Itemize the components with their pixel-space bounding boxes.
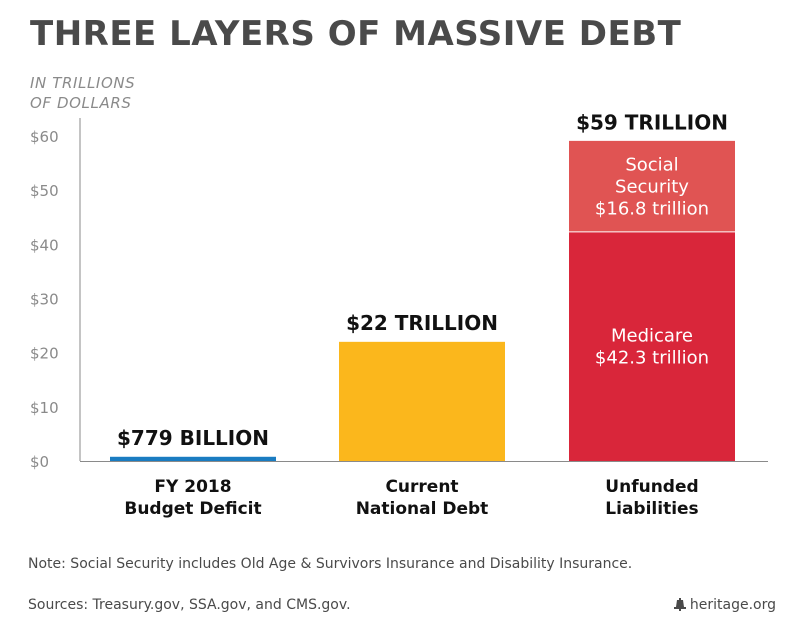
y-tick-label: $30 bbox=[30, 291, 59, 309]
category-label: FY 2018 bbox=[154, 477, 231, 497]
category-label: Current bbox=[385, 477, 458, 497]
segment-label: Medicare bbox=[611, 325, 693, 346]
bar-segment bbox=[569, 140, 735, 232]
bar-segment bbox=[339, 341, 505, 461]
total-label: $59 TRILLION bbox=[576, 110, 728, 134]
segment-label: $42.3 trillion bbox=[595, 347, 709, 368]
y-tick-label: $10 bbox=[30, 399, 59, 417]
y-tick-label: $0 bbox=[30, 453, 49, 471]
brand: heritage.org bbox=[673, 597, 776, 613]
segment-label: $16.8 trillion bbox=[595, 198, 709, 219]
y-tick-label: $50 bbox=[30, 182, 59, 200]
bar-segment bbox=[569, 231, 735, 461]
bar-segment bbox=[110, 456, 276, 461]
sources-line: Sources: Treasury.gov, SSA.gov, and CMS.… bbox=[28, 597, 351, 613]
segment-label: Social bbox=[625, 154, 678, 175]
total-label: $779 BILLION bbox=[117, 426, 269, 450]
y-tick-label: $20 bbox=[30, 345, 59, 363]
y-tick-label: $60 bbox=[30, 128, 59, 146]
total-label: $22 TRILLION bbox=[346, 311, 498, 335]
unit-label: IN TRILLIONS OF DOLLARS bbox=[30, 73, 135, 113]
y-tick-label: $40 bbox=[30, 236, 59, 254]
category-label: National Debt bbox=[356, 499, 489, 519]
segment-label: Security bbox=[615, 176, 689, 197]
unit-label-line2: OF DOLLARS bbox=[30, 94, 132, 112]
chart-title: THREE LAYERS OF MASSIVE DEBT bbox=[30, 14, 682, 54]
unit-label-line1: IN TRILLIONS bbox=[30, 74, 136, 92]
category-label: Budget Deficit bbox=[124, 499, 261, 519]
category-label: Unfunded bbox=[605, 477, 698, 497]
footnote: Note: Social Security includes Old Age &… bbox=[28, 556, 633, 572]
brand-text: heritage.org bbox=[689, 597, 776, 613]
category-label: Liabilities bbox=[605, 499, 698, 519]
liberty-bell-icon bbox=[673, 598, 686, 611]
